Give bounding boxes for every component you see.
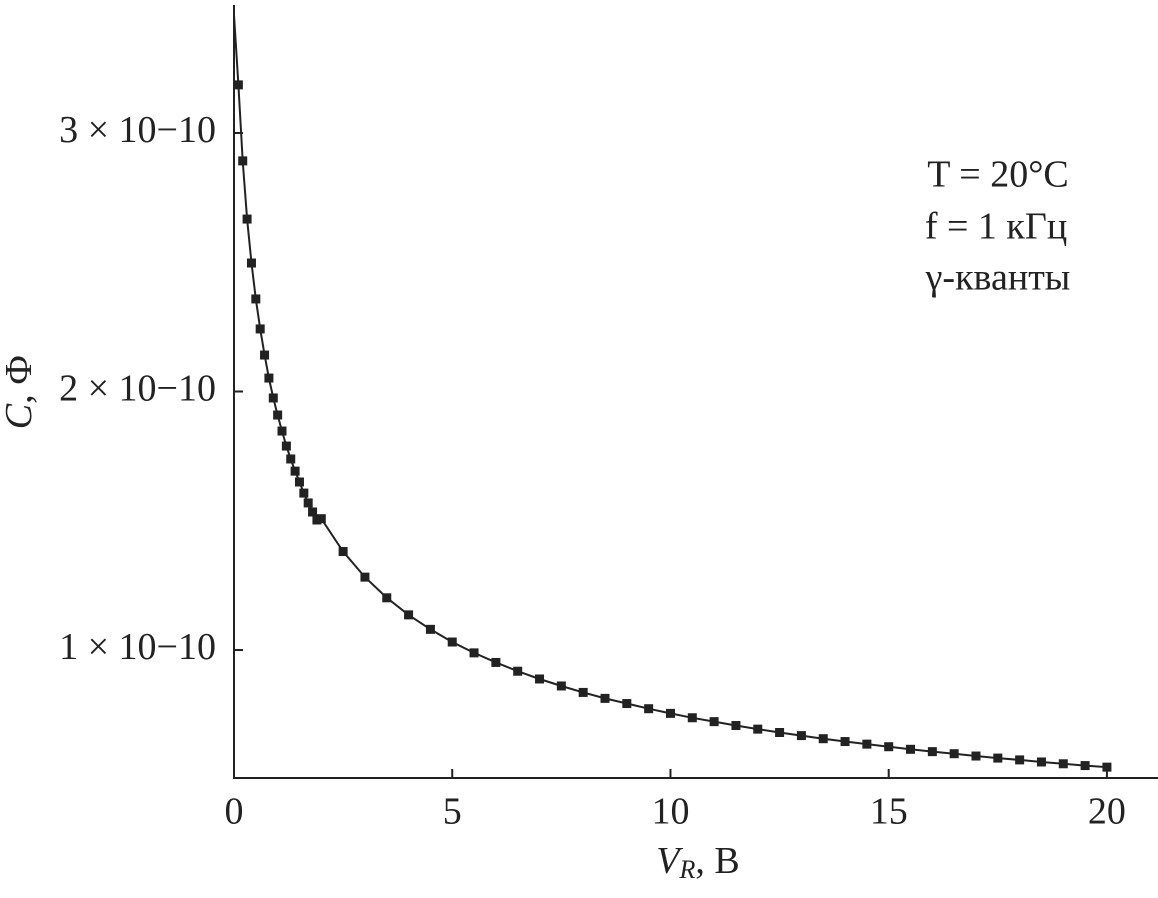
data-point bbox=[1015, 755, 1025, 765]
data-point bbox=[316, 514, 326, 524]
annotation: γ-кванты bbox=[925, 257, 1071, 299]
data-point bbox=[299, 488, 309, 498]
data-point bbox=[513, 666, 523, 676]
data-point bbox=[600, 693, 610, 703]
data-line bbox=[233, 15, 1107, 769]
y-axis-label: C, Ф bbox=[0, 355, 40, 429]
data-point bbox=[233, 80, 243, 90]
data-point bbox=[404, 610, 414, 620]
x-tick-label: 20 bbox=[1088, 791, 1126, 833]
data-point bbox=[949, 749, 959, 759]
data-point bbox=[927, 747, 937, 757]
data-point bbox=[862, 739, 872, 749]
y-tick-label: 3 × 10−10 bbox=[59, 109, 216, 151]
data-point bbox=[425, 624, 435, 634]
data-point bbox=[709, 717, 719, 727]
data-point bbox=[277, 426, 287, 436]
annotation: T = 20°C bbox=[927, 154, 1069, 196]
data-point bbox=[382, 593, 392, 603]
data-point bbox=[665, 708, 675, 718]
data-point bbox=[775, 727, 785, 737]
data-point bbox=[469, 648, 479, 658]
data-point bbox=[687, 713, 697, 723]
data-point bbox=[360, 572, 370, 582]
data-point bbox=[796, 731, 806, 741]
x-axis-label: VR, В bbox=[656, 840, 739, 884]
data-point bbox=[294, 477, 304, 487]
y-tick-label: 1 × 10−10 bbox=[59, 626, 216, 668]
data-point bbox=[303, 498, 313, 508]
data-point bbox=[993, 753, 1003, 763]
data-point bbox=[251, 294, 261, 304]
data-point bbox=[447, 637, 457, 647]
data-point bbox=[578, 687, 588, 697]
data-point bbox=[242, 214, 252, 224]
x-tick-label: 10 bbox=[651, 791, 689, 833]
data-point bbox=[255, 324, 265, 334]
data-point bbox=[338, 547, 348, 557]
data-point bbox=[818, 734, 828, 744]
data-point bbox=[281, 441, 291, 451]
data-point bbox=[1080, 761, 1090, 771]
annotation: f = 1 кГц bbox=[925, 206, 1067, 248]
data-point bbox=[268, 393, 278, 403]
data-point bbox=[238, 156, 248, 166]
data-point bbox=[308, 507, 318, 517]
y-tick-label: 2 × 10−10 bbox=[59, 367, 216, 409]
data-point bbox=[556, 681, 566, 691]
data-point bbox=[246, 258, 256, 268]
data-point bbox=[286, 454, 296, 464]
data-point bbox=[971, 751, 981, 761]
data-point bbox=[535, 674, 545, 684]
data-point bbox=[1058, 759, 1068, 769]
data-point bbox=[290, 466, 300, 476]
x-tick-label: 0 bbox=[225, 791, 244, 833]
data-point bbox=[264, 373, 274, 383]
data-point bbox=[644, 704, 654, 714]
data-point bbox=[1036, 757, 1046, 767]
data-point bbox=[731, 721, 741, 731]
data-point bbox=[622, 699, 632, 709]
data-point bbox=[260, 350, 270, 360]
data-point bbox=[884, 742, 894, 752]
data-point bbox=[753, 724, 763, 734]
data-point bbox=[491, 657, 501, 667]
data-point bbox=[906, 744, 916, 754]
data-point bbox=[840, 737, 850, 747]
data-point bbox=[273, 410, 283, 420]
x-tick-label: 15 bbox=[870, 791, 908, 833]
x-tick-label: 5 bbox=[443, 791, 462, 833]
data-point bbox=[1102, 762, 1112, 772]
